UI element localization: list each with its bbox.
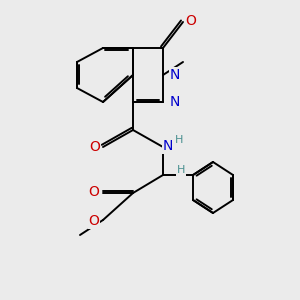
Text: H: H xyxy=(177,165,185,175)
Text: N: N xyxy=(170,68,180,82)
Text: O: O xyxy=(88,185,99,199)
Text: N: N xyxy=(170,95,180,109)
Text: N: N xyxy=(163,139,173,153)
Text: O: O xyxy=(88,214,99,228)
Text: H: H xyxy=(175,135,183,145)
Text: O: O xyxy=(186,14,196,28)
Text: O: O xyxy=(90,140,101,154)
